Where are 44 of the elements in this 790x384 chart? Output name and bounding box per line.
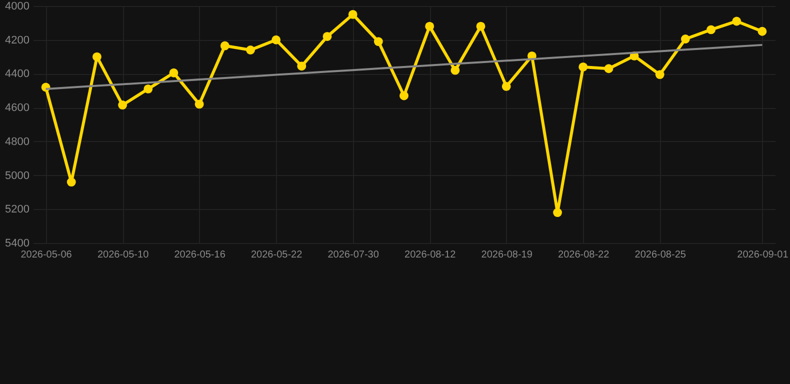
y-tick-label: 4000 xyxy=(5,0,30,12)
point xyxy=(425,22,434,31)
y-tick-label: 5200 xyxy=(5,204,30,216)
point xyxy=(553,208,562,217)
point xyxy=(680,34,690,44)
point xyxy=(476,22,486,31)
y-tick-label: 4800 xyxy=(5,136,30,148)
x-tick-label: 2026-08-22 xyxy=(558,250,610,260)
point xyxy=(118,100,128,110)
point xyxy=(246,46,255,54)
point xyxy=(144,84,153,94)
y-tick-label: 4600 xyxy=(5,102,30,114)
point xyxy=(502,82,511,91)
point xyxy=(604,64,614,74)
x-tick-label: 2026-08-19 xyxy=(481,250,533,260)
x-tick-label: 2026-08-25 xyxy=(634,250,686,260)
x-tick-label: 2026-05-22 xyxy=(250,250,303,260)
point xyxy=(272,35,281,44)
point xyxy=(194,100,204,109)
point xyxy=(322,32,332,41)
x-tick-label: 2026-05-10 xyxy=(97,250,150,260)
y-tick-label: 5000 xyxy=(5,170,30,182)
point xyxy=(450,66,460,75)
x-tick-label: 2026-09-01 xyxy=(737,250,789,260)
x-tick-label: 2026-05-16 xyxy=(174,250,226,260)
point xyxy=(220,41,230,50)
point xyxy=(578,62,588,72)
y-tick-label: 4200 xyxy=(5,34,30,46)
point xyxy=(758,26,767,36)
point xyxy=(92,52,102,62)
point xyxy=(374,37,383,46)
point xyxy=(297,62,306,71)
y-tick-label: 5400 xyxy=(5,238,30,250)
point xyxy=(706,25,716,34)
x-tick-label: 2026-05-06 xyxy=(20,250,72,260)
x-tick-label: 2026-08-12 xyxy=(404,250,456,260)
y-tick-label: 4400 xyxy=(5,68,30,80)
x-tick-label: 2026-07-30 xyxy=(328,250,380,260)
point xyxy=(169,68,178,78)
point xyxy=(66,178,76,187)
point xyxy=(655,70,664,80)
point xyxy=(348,10,358,19)
point xyxy=(400,91,408,100)
point xyxy=(732,16,742,26)
